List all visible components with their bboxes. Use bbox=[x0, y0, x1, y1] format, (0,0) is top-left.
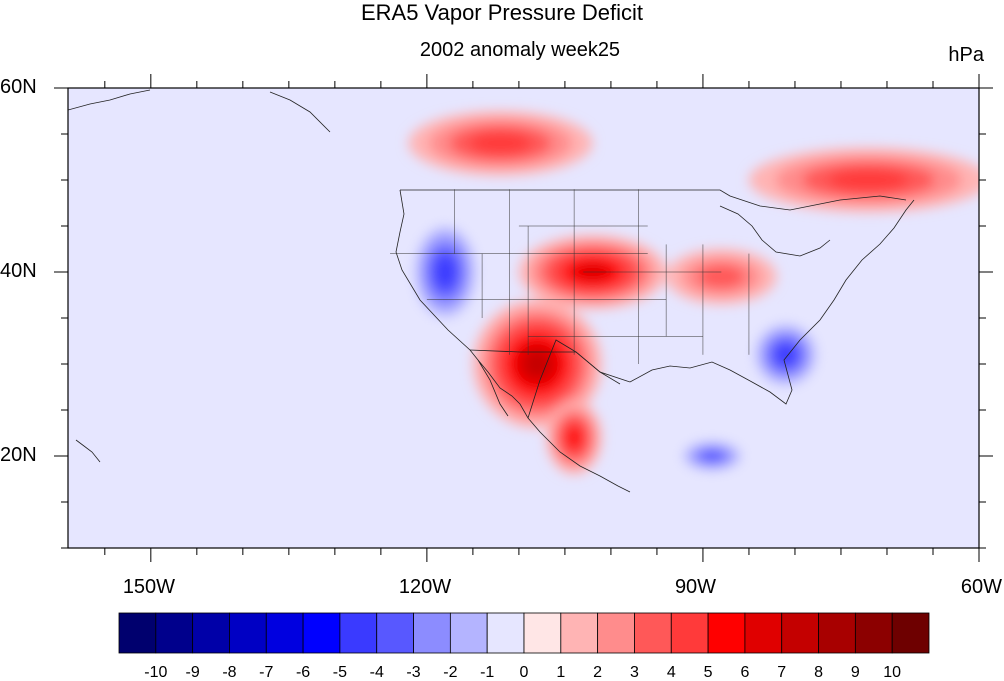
anomaly-pacific-cold bbox=[344, 272, 418, 309]
colorbar-swatch bbox=[634, 612, 672, 654]
colorbar-swatch bbox=[707, 612, 746, 654]
anomaly-canada-east-warm bbox=[828, 169, 909, 191]
anomaly-california-cold bbox=[435, 256, 456, 288]
colorbar-swatch bbox=[560, 612, 599, 654]
colorbar-label: 3 bbox=[630, 664, 639, 681]
colorbar-swatch bbox=[597, 612, 635, 654]
colorbar-label: 10 bbox=[883, 664, 901, 681]
axis-ticks bbox=[54, 74, 993, 562]
great-lakes bbox=[719, 205, 831, 257]
colorbar-swatch bbox=[670, 612, 709, 654]
colorbar-swatch bbox=[229, 612, 267, 654]
hawaii-islands bbox=[75, 439, 101, 463]
chart-subtitle: 2002 anomaly week25 bbox=[419, 39, 621, 61]
colorbar-label: 1 bbox=[556, 664, 565, 681]
colorbar-label: -10 bbox=[144, 664, 167, 681]
colorbar-label: 2 bbox=[593, 664, 602, 681]
alaska-coast bbox=[68, 89, 331, 133]
colorbar-label: 4 bbox=[667, 664, 676, 681]
colorbar-swatch bbox=[449, 612, 488, 654]
colorbar-label: 6 bbox=[740, 664, 749, 681]
colorbar-swatch bbox=[118, 612, 157, 654]
colorbar-label: -9 bbox=[186, 664, 200, 681]
chart-title: ERA5 Vapor Pressure Deficit bbox=[360, 0, 644, 25]
colorbar-swatch bbox=[302, 612, 341, 654]
x-tick-label: 150W bbox=[122, 576, 176, 598]
colorbar-swatch bbox=[523, 612, 562, 654]
y-tick-label: 40N bbox=[0, 260, 37, 282]
colorbar-swatch bbox=[818, 612, 856, 654]
colorbar-label: -5 bbox=[333, 664, 347, 681]
colorbar-swatch bbox=[376, 612, 414, 654]
colorbar-swatch bbox=[192, 612, 230, 654]
colorbar-swatch bbox=[486, 612, 525, 654]
y-tick-label: 60N bbox=[0, 76, 37, 98]
colorbar-label: -8 bbox=[222, 664, 236, 681]
x-tick-label: 120W bbox=[398, 576, 452, 598]
anomaly-yucatan-cold bbox=[699, 449, 725, 463]
anomaly-southeast-cold bbox=[775, 344, 796, 365]
colorbar-swatch bbox=[744, 612, 783, 654]
colorbar-swatch bbox=[413, 612, 451, 654]
anomaly-pacific-northwest-warm bbox=[469, 132, 532, 154]
anomaly-mexico-warm bbox=[566, 427, 582, 448]
colorbar-label: 0 bbox=[520, 664, 529, 681]
y-tick-label: 20N bbox=[0, 444, 37, 466]
colorbar-swatch bbox=[265, 612, 304, 654]
colorbar-swatch bbox=[891, 612, 930, 654]
colorbar-label: -1 bbox=[480, 664, 494, 681]
x-tick-label: 90W bbox=[674, 576, 717, 598]
colorbar-label: -4 bbox=[370, 664, 384, 681]
anomaly-ohio-valley-warm bbox=[697, 264, 746, 289]
us-mexico-border bbox=[469, 349, 621, 385]
colorbar-swatch bbox=[339, 612, 378, 654]
units-label: hPa bbox=[948, 44, 984, 66]
us-canada-border bbox=[400, 189, 907, 211]
colorbar: -10 -9 -8 -7 -6 -5 -4 -3 -2 -1 0 1 2 3 4 5 6 7 8 9 10 bbox=[118, 612, 930, 681]
colorbar-label: -7 bbox=[259, 664, 273, 681]
us-outline bbox=[68, 89, 915, 493]
colorbar-swatch bbox=[155, 612, 194, 654]
colorbar-label: 9 bbox=[851, 664, 860, 681]
colorbar-label: 7 bbox=[777, 664, 786, 681]
colorbar-label: -6 bbox=[296, 664, 310, 681]
x-tick-label: 60W bbox=[960, 576, 1002, 598]
state-borders bbox=[390, 189, 750, 364]
colorbar-label: -3 bbox=[406, 664, 420, 681]
colorbar-label: 8 bbox=[814, 664, 823, 681]
colorbar-swatch bbox=[854, 612, 893, 654]
colorbar-label: 5 bbox=[704, 664, 713, 681]
colorbar-swatch bbox=[781, 612, 819, 654]
colorbar-label: -2 bbox=[443, 664, 457, 681]
